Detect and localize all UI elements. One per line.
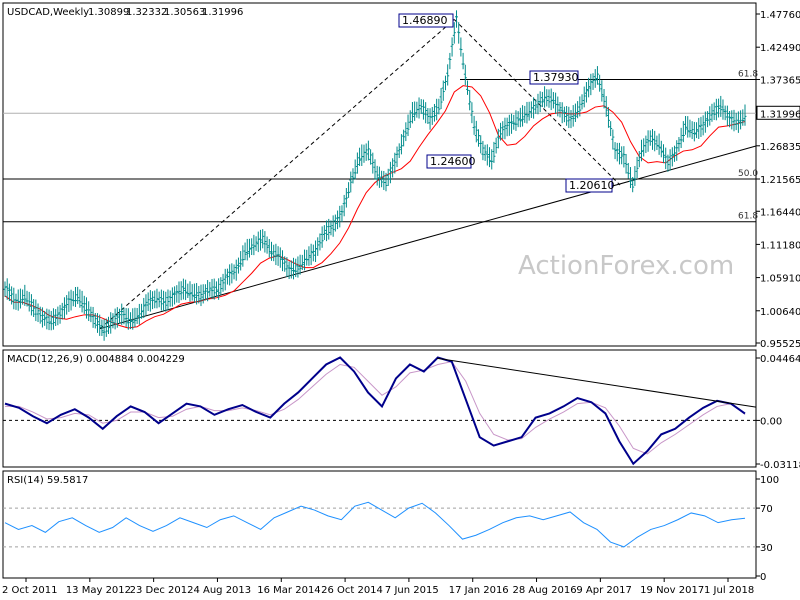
price-panel-frame: [2, 2, 757, 347]
macd-lines: [4, 356, 757, 466]
price-annotations: 1.46890 1.37930 1.24600 1.20610: [398, 13, 615, 193]
price-label-box: [565, 178, 613, 193]
x-tick-label: 4 Aug 2013: [193, 585, 251, 596]
price-label-box: [398, 13, 454, 28]
macd-title: MACD(12,26,9) 0.004884 0.004229: [7, 354, 185, 365]
price-tick-label: 1.37365: [760, 75, 800, 86]
price-tick-label: 1.00640: [760, 307, 800, 318]
fib-label: 61.8: [738, 212, 758, 222]
chart-title: USDCAD,Weekly: [7, 7, 89, 18]
x-tick-label: 1 Jul 2018: [704, 585, 754, 596]
fib-label: 50.0: [738, 169, 758, 179]
macd-line: [4, 356, 746, 466]
price-y-axis: 1.47760 1.42490 1.37365 1.26835 1.21565 1.164…: [756, 10, 800, 350]
watermark: ActionForex.com: [518, 251, 734, 281]
price-label-text: 1.20610: [569, 179, 615, 192]
trendlines: [99, 19, 757, 330]
x-tick-label: 9 Apr 2017: [576, 585, 631, 596]
x-tick-label: 19 Nov 2017: [640, 585, 704, 596]
price-bars: [3, 10, 747, 341]
dashed-trendline-up: [99, 19, 455, 330]
macd-tick-label: -0.031183: [760, 460, 800, 471]
rsi-tick-label: 70: [760, 504, 773, 515]
x-tick-label: 2 Oct 2011: [2, 585, 57, 596]
price-label-box: [426, 154, 472, 169]
macd-trendline: [436, 357, 757, 408]
x-tick-label: 23 Dec 2012: [130, 585, 194, 596]
price-tick-label: 1.42490: [760, 43, 800, 54]
ohlc-high: 1.32332: [126, 7, 167, 18]
x-tick-label: 28 Aug 2016: [513, 585, 577, 596]
ohlc-open: 1.30899: [88, 7, 129, 18]
rsi-line: [4, 501, 746, 548]
rsi-y-axis: 100 70 30 0: [3, 475, 779, 583]
price-label-text: 1.24600: [430, 155, 476, 168]
rsi-tick-label: 0: [760, 572, 766, 583]
ohlc-low: 1.30563: [164, 7, 205, 18]
price-tick-label: 1.47760: [760, 10, 800, 21]
x-tick-label: 17 Jan 2016: [449, 585, 509, 596]
price-label-box: [529, 70, 579, 85]
x-tick-label: 26 Oct 2014: [321, 585, 383, 596]
price-tick-label: 1.26835: [760, 142, 800, 153]
rsi-tick-label: 30: [760, 543, 773, 554]
x-tick-label: 16 Mar 2014: [257, 585, 320, 596]
price-tick-label: 1.21565: [760, 175, 800, 186]
price-tick-label: 1.11180: [760, 240, 800, 251]
price-tick-label: 1.16440: [760, 207, 800, 218]
macd-tick-label: 0.044642: [760, 354, 800, 365]
macd-tick-label: 0.00: [760, 416, 782, 427]
price-label-text: 1.46890: [402, 14, 448, 27]
rsi-panel-frame: [2, 470, 757, 579]
fib-label: 61.8: [738, 69, 758, 79]
rsi-lines: [4, 501, 746, 548]
rsi-tick-label: 100: [760, 475, 779, 486]
ohlc-close: 1.31996: [202, 7, 243, 18]
price-label-text: 1.37930: [533, 71, 579, 84]
x-tick-label: 13 May 2012: [66, 585, 131, 596]
support-trendline: [99, 145, 757, 330]
macd-signal-line: [5, 361, 746, 455]
rsi-title: RSI(14) 59.5817: [7, 475, 88, 486]
current-price-marker: 1.31996: [756, 105, 800, 120]
price-tick-label: 0.95525: [760, 339, 800, 350]
moving-average: [4, 85, 746, 329]
current-price-text: 1.31996: [760, 109, 800, 120]
ma-line: [4, 85, 746, 329]
dashed-trendline-down: [453, 19, 621, 186]
price-tick-label: 1.05910: [760, 274, 800, 285]
macd-panel-frame: [2, 349, 757, 468]
x-tick-label: 7 Jun 2015: [385, 585, 439, 596]
current-price-box: [756, 105, 800, 120]
macd-y-axis: 0.044642 0.00 -0.031183: [3, 354, 800, 471]
